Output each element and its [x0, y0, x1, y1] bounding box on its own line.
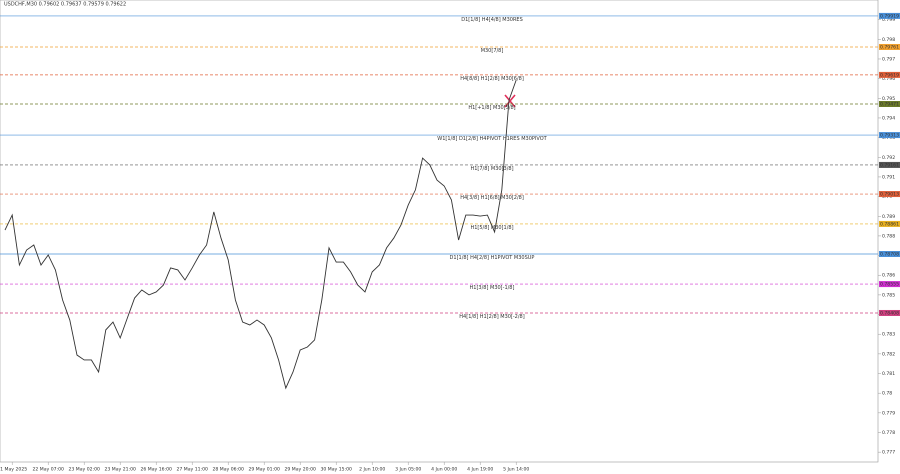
y-tick-label: 0.799: [882, 17, 895, 23]
level-price-box: [879, 161, 900, 168]
level-price: 0.79013: [880, 192, 899, 198]
y-tick-label: 0.793: [882, 135, 895, 141]
x-tick-label: 23 May 02:00: [68, 467, 100, 473]
level-label: H4[1/8] H1[2/8] M30[-2/8]: [459, 314, 524, 320]
level-price: 0.79161: [880, 162, 899, 168]
y-tick-label: 0.791: [882, 174, 895, 180]
level-price: 0.78555: [880, 282, 899, 288]
y-tick-label: 0.788: [882, 233, 895, 239]
level-price-box: [879, 251, 900, 258]
level-price: 0.79471: [880, 101, 899, 107]
x-tick-label: 30 May 15:00: [320, 467, 352, 473]
x-tick-label: 23 May 21:00: [104, 467, 136, 473]
level-price: 0.79919: [880, 13, 899, 19]
level-label: D1[1/8] H4[4/8] M30RES: [461, 17, 523, 23]
level-price-box: [879, 191, 900, 198]
level-price: 0.79313: [880, 133, 899, 139]
level-price: 0.78408: [880, 310, 899, 316]
y-tick-label: 0.794: [882, 115, 895, 121]
y-tick-label: 0.795: [882, 96, 895, 102]
y-tick-label: 0.798: [882, 37, 895, 43]
price-line: [4, 79, 517, 390]
x-tick-label: 4 Jun 00:00: [431, 467, 457, 473]
x-tick-label: 22 May 07:00: [32, 467, 64, 473]
x-tick-label: 4 Jun 19:00: [467, 467, 493, 473]
chart-title: USDCHF,M30 0.79602 0.79637 0.79579 0.796…: [4, 2, 126, 8]
y-tick-label: 0.796: [882, 76, 895, 82]
x-tick-label: 5 Jun 14:00: [503, 467, 529, 473]
level-label: H1[3/8] M30[-1/8]: [470, 285, 515, 291]
y-tick-label: 0.797: [882, 56, 895, 62]
level-label: H1[+1/8] M30[5/8]: [468, 105, 515, 111]
y-tick-label: 0.778: [882, 430, 895, 436]
level-label: W1[1/8] D1[2/8] H4PIVOT H1RES M30PIVOT: [437, 136, 547, 142]
y-tick-label: 0.785: [882, 292, 895, 298]
level-label: H4[3/8] H1[6/8] M30[2/8]: [460, 195, 524, 201]
level-label: M30[7/8]: [481, 48, 504, 54]
level-label: D1[1/8] H4[2/8] H1PIVOT M30SUP: [450, 255, 535, 261]
level-price-box: [879, 281, 900, 288]
x-tick-label: 26 May 16:00: [140, 467, 172, 473]
y-tick-label: 0.783: [882, 332, 895, 338]
y-tick-label: 0.79: [882, 194, 892, 200]
x-tick-label: 2 Jun 10:00: [359, 467, 385, 473]
x-tick-label: 27 May 11:00: [176, 467, 208, 473]
level-label: H4[8/8] H1[2/8] M30[6/8]: [460, 76, 524, 82]
plot-area: [0, 0, 879, 463]
y-tick-label: 0.786: [882, 273, 895, 279]
x-tick-label: 21 May 2025: [0, 467, 27, 473]
y-tick-label: 0.781: [882, 371, 895, 377]
level-price-box: [879, 100, 900, 107]
y-tick-label: 0.789: [882, 214, 895, 220]
y-tick-label: 0.792: [882, 155, 895, 161]
x-tick-label: 29 May 01:00: [248, 467, 280, 473]
y-tick-label: 0.782: [882, 351, 895, 357]
level-price-box: [879, 12, 900, 19]
level-price-box: [879, 71, 900, 78]
y-tick-label: 0.78: [882, 391, 892, 397]
level-price-box: [879, 43, 900, 50]
marker-stroke: [504, 94, 516, 108]
level-price-box: [879, 309, 900, 316]
level-price: 0.79761: [880, 44, 899, 50]
sell-marker: [504, 94, 516, 108]
level-price-box: [879, 132, 900, 139]
level-label: H1[5/8] M30[1/8]: [470, 225, 513, 231]
level-price: 0.78708: [880, 252, 899, 258]
y-tick-label: 0.779: [882, 410, 895, 416]
x-tick-label: 29 May 20:00: [284, 467, 316, 473]
level-price: 0.78861: [880, 221, 899, 227]
x-tick-label: 3 Jun 05:00: [395, 467, 421, 473]
level-price: 0.79619: [880, 72, 899, 78]
level-label: H1[7/8] M30[3/8]: [470, 166, 513, 172]
y-tick-label: 0.777: [882, 450, 895, 456]
level-price-box: [879, 220, 900, 227]
x-tick-label: 28 May 06:00: [212, 467, 244, 473]
